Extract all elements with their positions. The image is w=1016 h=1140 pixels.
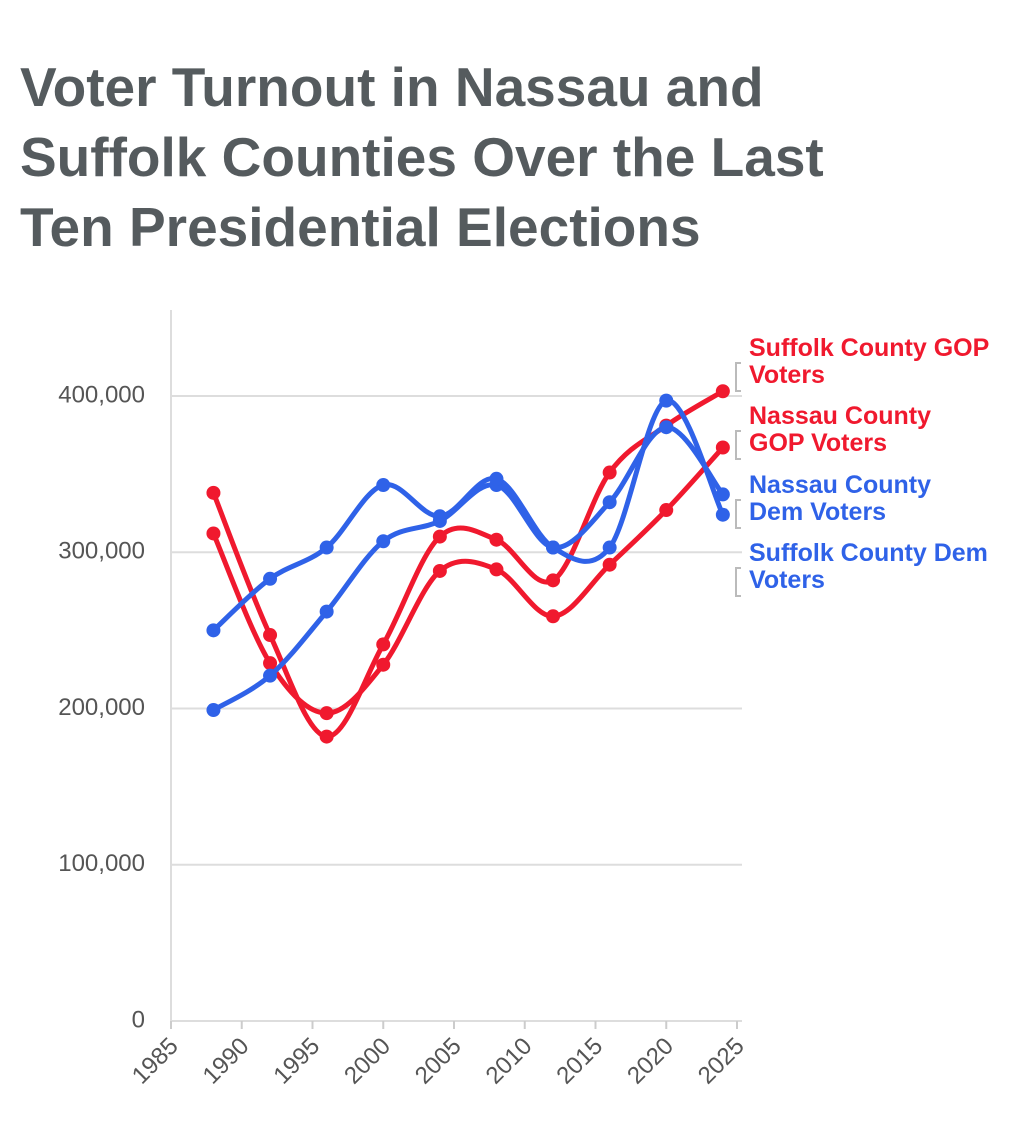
series-line [211,445,725,716]
point [602,557,617,572]
point [489,532,504,547]
point [602,540,617,555]
label-bracket [735,567,741,597]
point [602,495,617,510]
point [206,703,221,718]
point [319,706,334,721]
point [546,540,561,555]
point [546,573,561,588]
point [432,529,447,544]
point [602,465,617,480]
point [659,420,674,435]
point [206,526,221,541]
point [263,668,278,683]
point [319,540,334,555]
point [376,637,391,652]
x-tick-label: 1995 [268,1033,325,1090]
y-tick-label: 100,000 [58,850,145,877]
x-tick-label: 2020 [622,1033,679,1090]
point [319,604,334,619]
label-bracket [735,430,741,460]
x-tick-label: 2005 [410,1033,467,1090]
point [263,656,278,671]
series-label: Nassau County Dem Voters [749,471,931,526]
y-tick-label: 0 [132,1006,145,1033]
point [376,657,391,672]
series-label: Nassau County GOP Voters [749,402,931,457]
point [432,509,447,524]
point [489,562,504,577]
point [376,478,391,493]
point [376,534,391,549]
y-tick-label: 400,000 [58,381,145,408]
point [546,609,561,624]
point [489,471,504,486]
point [206,485,221,500]
point [263,571,278,586]
x-tick-label: 2025 [693,1033,750,1090]
x-tick-label: 1985 [127,1033,184,1090]
series-label: Suffolk County GOP Voters [749,334,989,389]
x-tick-label: 1990 [198,1033,255,1090]
x-tick-label: 2000 [339,1033,396,1090]
label-bracket [735,362,741,392]
point [659,503,674,518]
series-label: Suffolk County Dem Voters [749,539,988,594]
point [206,623,221,638]
point [319,729,334,744]
point [715,507,730,522]
point [432,563,447,578]
x-tick-label: 2010 [481,1033,538,1090]
series-line [211,398,726,633]
y-tick-label: 300,000 [58,538,145,565]
point [715,440,730,455]
label-bracket [735,499,741,529]
x-tick-label: 2015 [551,1033,608,1090]
point [263,628,278,643]
point [715,487,730,502]
y-tick-label: 200,000 [58,694,145,721]
point [659,393,674,408]
point [715,384,730,399]
chart-title: Voter Turnout in Nassau and Suffolk Coun… [20,56,824,258]
